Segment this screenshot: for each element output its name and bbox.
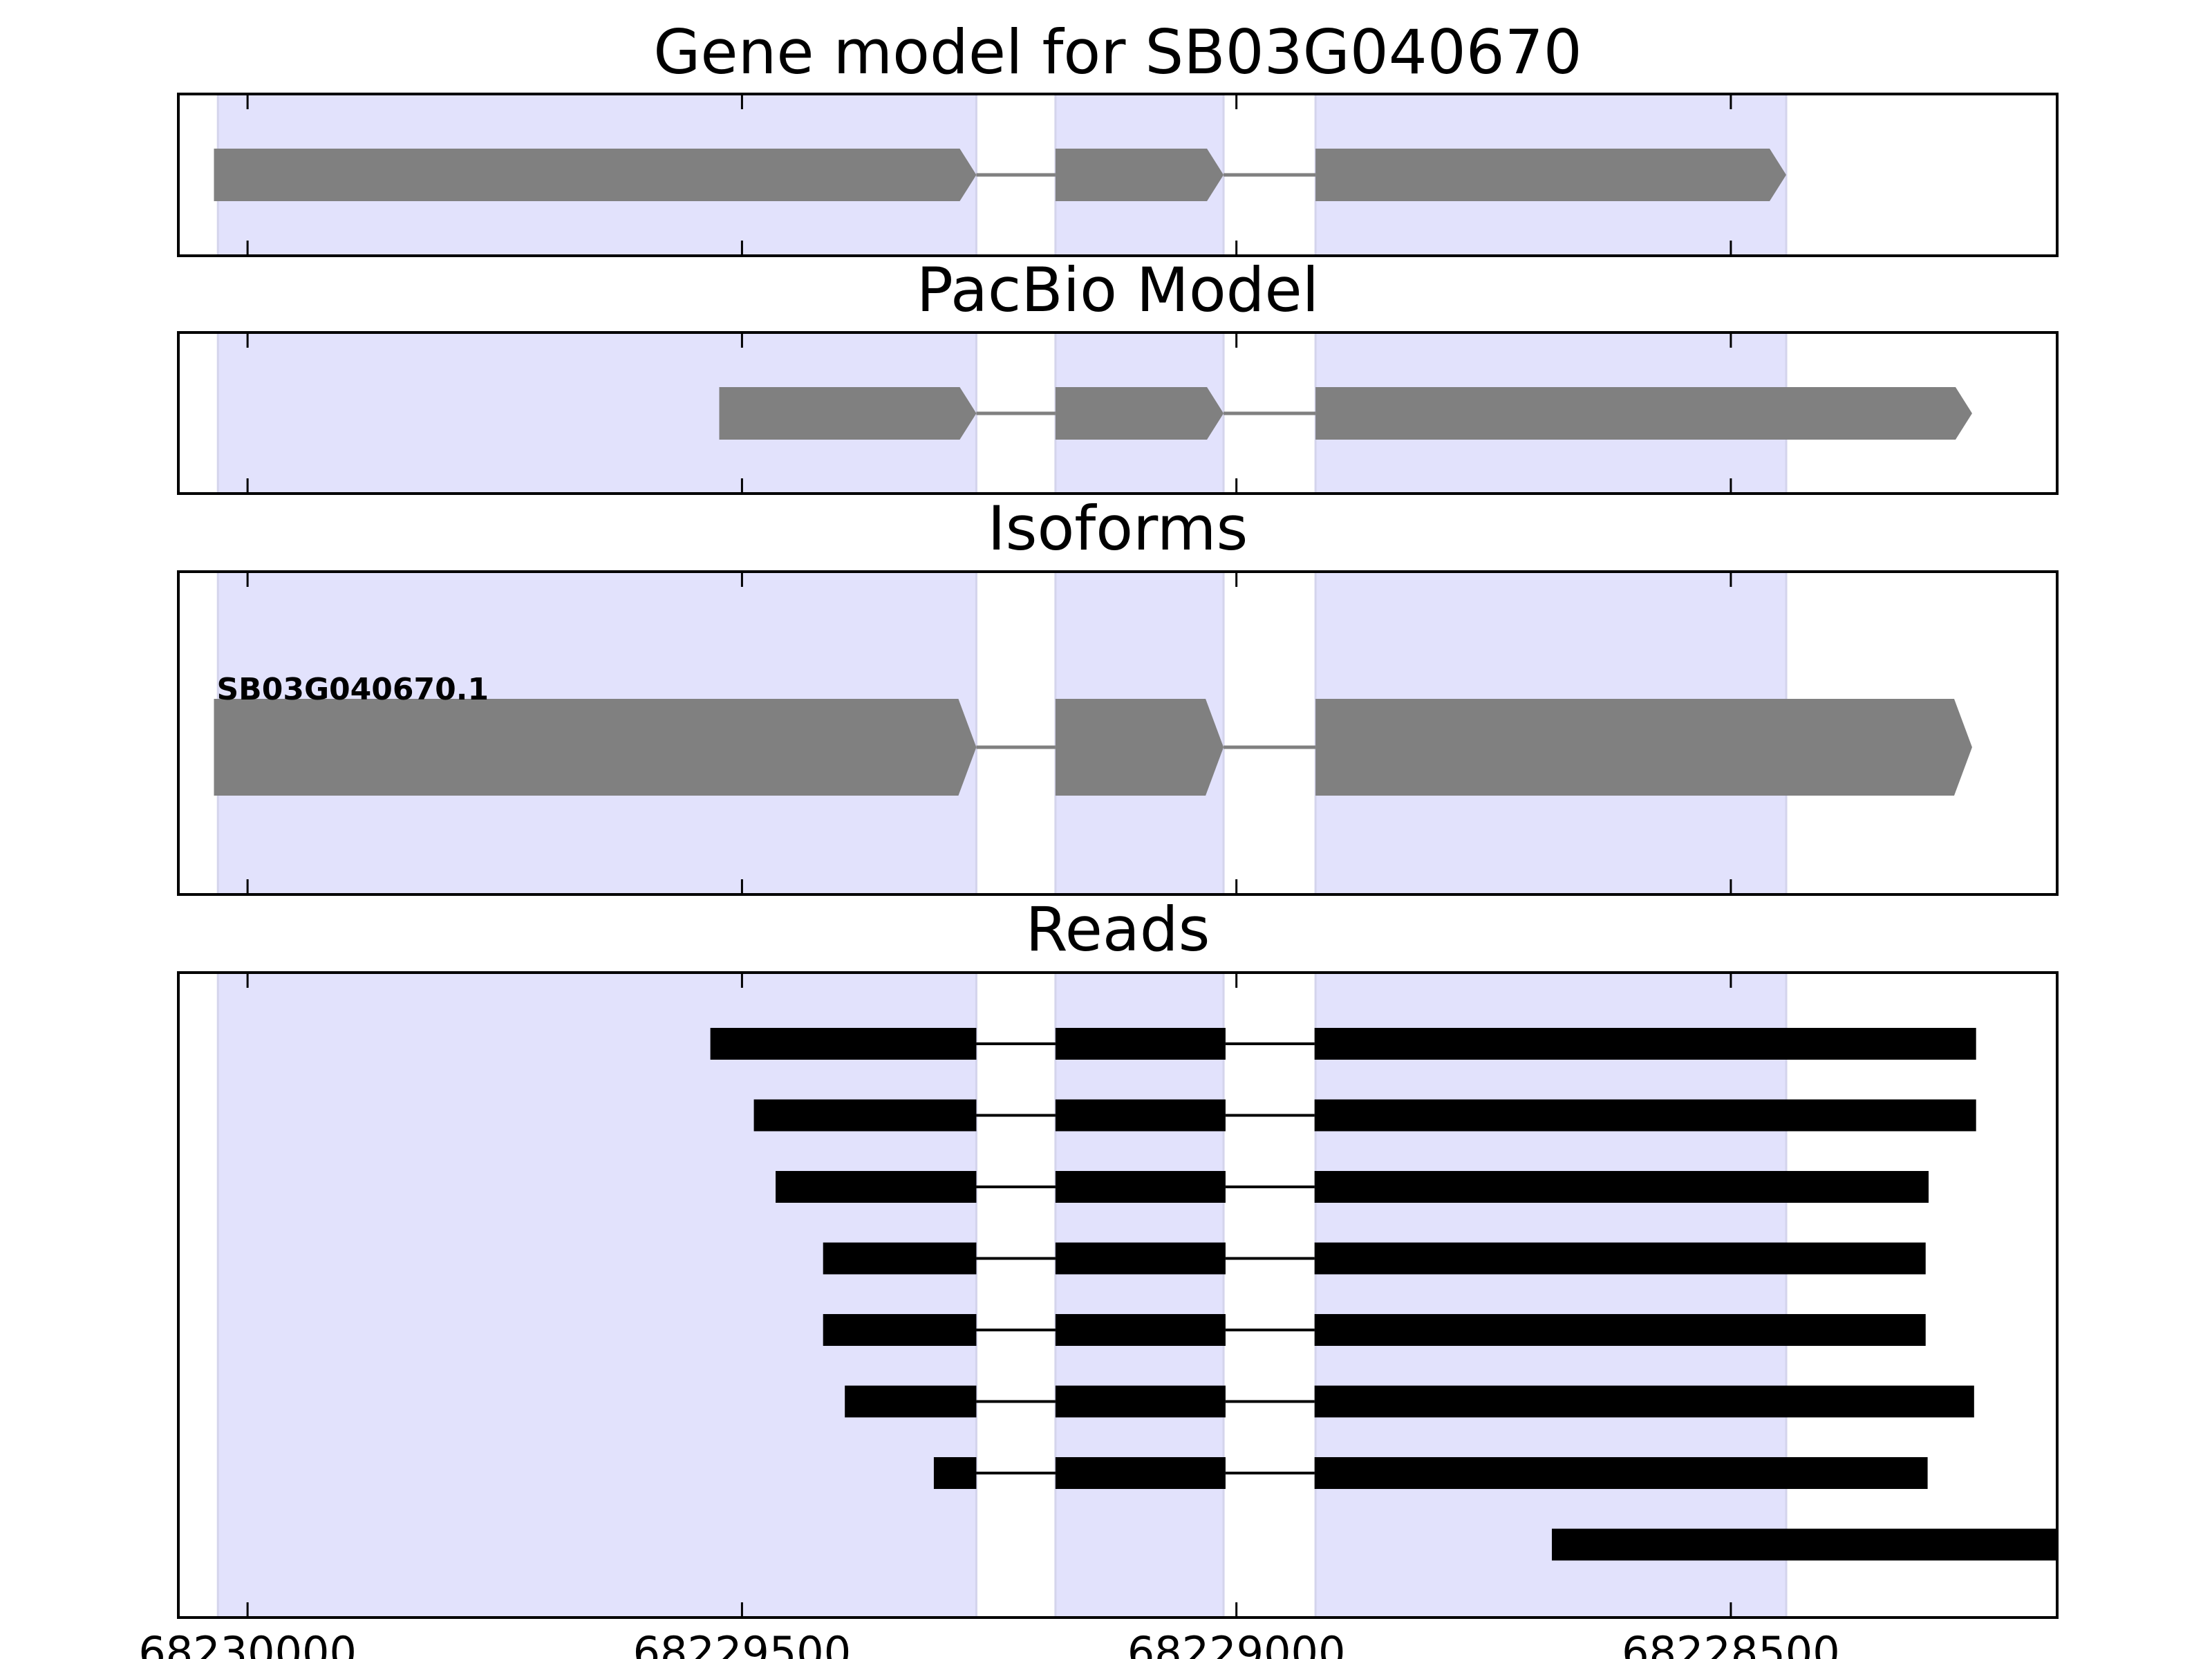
read-exon (776, 1171, 977, 1203)
read-exon (1055, 1242, 1226, 1275)
x-tick-label: 68229500 (633, 1627, 852, 1659)
read-exon (753, 1099, 977, 1132)
read-exon (1055, 1099, 1226, 1132)
exon-band (1314, 971, 1788, 1619)
read-exon (1055, 1171, 1226, 1203)
exon-arrow (719, 387, 977, 440)
read-exon (1314, 1457, 1928, 1489)
read-exon (1055, 1385, 1226, 1418)
x-tick-label: 68230000 (138, 1627, 357, 1659)
exon-band (1054, 971, 1225, 1619)
read-exon (1055, 1028, 1226, 1060)
read-exon (1552, 1528, 2057, 1561)
read-exon (1314, 1171, 1929, 1203)
read-exon (1055, 1457, 1226, 1489)
read-exon (710, 1028, 977, 1060)
read-exon (1055, 1314, 1226, 1346)
exon-arrow (214, 149, 977, 201)
panel-frame (177, 331, 2059, 495)
exon-arrow (1055, 149, 1224, 201)
panel-frame (177, 570, 2059, 896)
exon-arrow (1315, 149, 1787, 201)
panel-frame (177, 971, 2059, 1619)
read-exon (1314, 1385, 1974, 1418)
read-exon (845, 1385, 977, 1418)
read-exon (1314, 1314, 1926, 1346)
x-tick-label: 68229000 (1127, 1627, 1346, 1659)
panel-title-pacbio-model: PacBio Model (917, 254, 1319, 326)
read-exon (823, 1242, 977, 1275)
exon-arrow (1055, 387, 1224, 440)
panel-title-isoforms: Isoforms (988, 493, 1248, 564)
isoform-label: SB03G040670.1 (216, 672, 489, 707)
exon-arrow (1315, 699, 1972, 796)
panel-title-gene-model: Gene model for SB03G040670 (653, 17, 1582, 88)
read-exon (1314, 1242, 1926, 1275)
exon-arrow (214, 699, 977, 796)
read-exon (1314, 1099, 1976, 1132)
exon-band (216, 971, 977, 1619)
x-tick-label: 68228500 (1622, 1627, 1840, 1659)
read-exon (933, 1457, 977, 1489)
panel-title-reads: Reads (1026, 894, 1210, 965)
read-exon (823, 1314, 977, 1346)
exon-arrow (1315, 387, 1972, 440)
read-exon (1314, 1028, 1976, 1060)
exon-arrow (1055, 699, 1224, 796)
panel-frame (177, 93, 2059, 257)
